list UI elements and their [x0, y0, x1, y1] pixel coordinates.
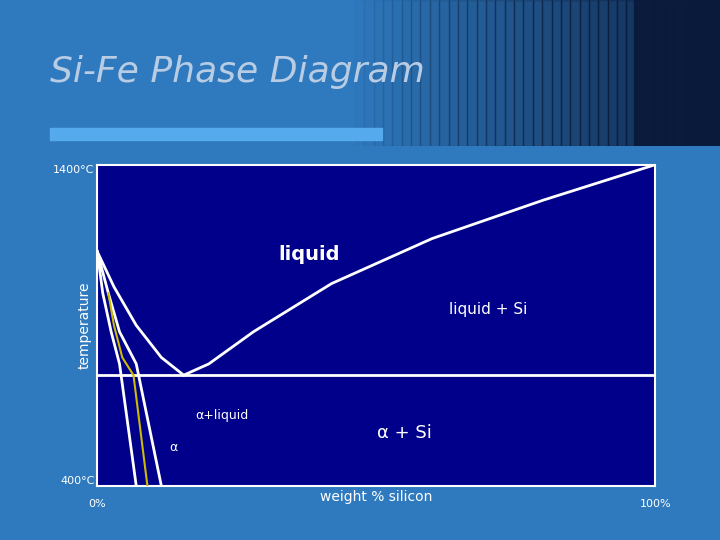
Bar	[449, 0, 458, 146]
Text: 0%: 0%	[89, 499, 106, 509]
Bar	[50, 127, 382, 140]
Bar	[589, 0, 598, 146]
Bar	[673, 0, 683, 146]
Bar	[683, 0, 692, 146]
Bar	[364, 0, 374, 146]
Bar	[430, 0, 439, 146]
Bar	[552, 0, 561, 146]
Bar	[533, 0, 542, 146]
Bar	[374, 0, 383, 146]
Bar	[692, 0, 701, 146]
Bar	[402, 0, 411, 146]
Bar	[598, 0, 608, 146]
Bar	[420, 0, 430, 146]
Text: α+liquid: α+liquid	[195, 409, 248, 422]
Bar	[458, 0, 467, 146]
Bar	[467, 0, 477, 146]
Bar	[608, 0, 617, 146]
Bar	[626, 0, 636, 146]
Bar	[411, 0, 420, 146]
Bar	[477, 0, 486, 146]
Bar	[542, 0, 552, 146]
Bar	[346, 0, 355, 146]
Bar	[355, 0, 364, 146]
Text: liquid + Si: liquid + Si	[449, 302, 527, 317]
Bar	[617, 0, 626, 146]
Bar	[495, 0, 505, 146]
Bar	[645, 0, 654, 146]
Bar	[505, 0, 514, 146]
Text: Si-Fe Phase Diagram: Si-Fe Phase Diagram	[50, 56, 426, 90]
Text: liquid: liquid	[279, 245, 340, 264]
Bar	[634, 0, 720, 146]
Bar	[664, 0, 673, 146]
Bar	[486, 0, 495, 146]
Bar	[383, 0, 392, 146]
Bar	[580, 0, 589, 146]
Bar	[392, 0, 402, 146]
Text: 100%: 100%	[639, 499, 671, 509]
Bar	[514, 0, 523, 146]
Y-axis label: temperature: temperature	[78, 281, 91, 369]
Bar	[561, 0, 570, 146]
Bar	[439, 0, 449, 146]
Bar	[523, 0, 533, 146]
Text: 1400°C: 1400°C	[53, 165, 94, 175]
Bar	[711, 0, 720, 146]
Text: α + Si: α + Si	[377, 424, 431, 442]
Text: 400°C: 400°C	[60, 476, 94, 486]
Text: α: α	[170, 441, 178, 454]
X-axis label: weight % silicon: weight % silicon	[320, 490, 433, 504]
Bar	[636, 0, 645, 146]
Bar	[570, 0, 580, 146]
Bar	[701, 0, 711, 146]
Bar	[654, 0, 664, 146]
